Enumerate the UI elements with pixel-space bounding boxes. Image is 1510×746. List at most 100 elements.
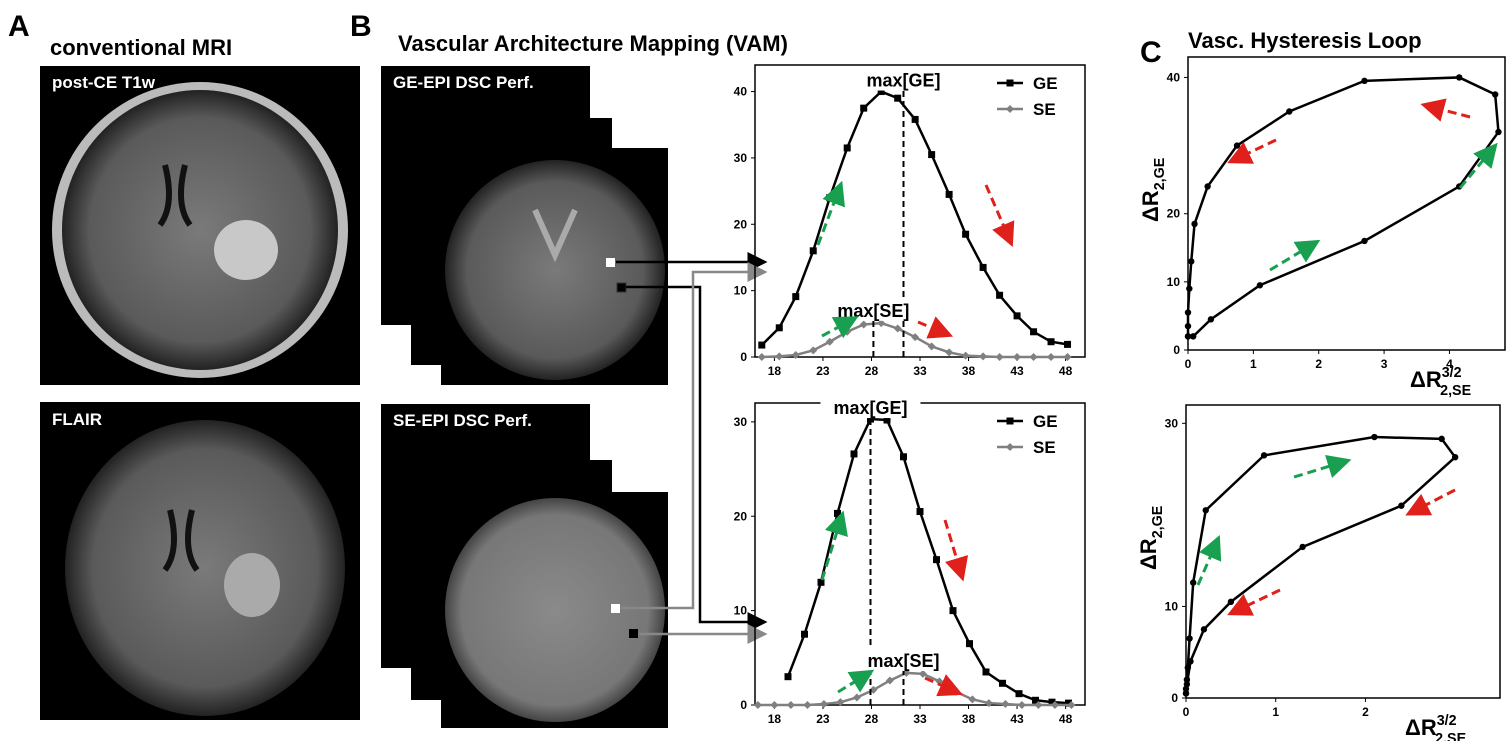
y-tick-label: 20 [734,509,748,523]
image-label: FLAIR [52,410,102,429]
marker [809,346,818,355]
marker [1204,183,1211,190]
y-tick-label: 10 [734,284,748,298]
y-tick-label: 20 [734,217,748,231]
marker [900,453,907,461]
marker [1184,664,1191,671]
y-tick-label: 10 [1167,275,1181,289]
marker [1438,435,1445,443]
image-label: post-CE T1w [52,73,156,92]
annotation-bg [853,68,954,91]
marker [982,668,990,676]
marker [1030,328,1038,336]
y-tick-label: 30 [734,415,748,429]
marker [1184,322,1192,330]
marker [1191,220,1198,228]
y-tick-label: 30 [734,151,748,165]
marker [877,319,886,328]
marker [911,333,920,342]
panel-label: A [8,10,30,43]
axis-label-part: 2,GE [1152,158,1168,191]
panel-title: Vasc. Hysteresis Loop [1188,28,1422,53]
legend-label: SE [1033,438,1056,457]
marker [1184,309,1192,316]
marker [984,699,993,708]
y-tick-label: 0 [1173,343,1180,357]
marker [784,673,792,681]
marker [817,578,825,586]
marker [1202,507,1209,514]
y-tick-label: 0 [740,350,747,364]
marker [877,88,885,96]
image-label: SE-EPI DSC Perf. [393,411,532,430]
marker [996,291,1004,299]
marker [1189,579,1197,586]
axis-label: ΔR3/2 2,SE [1405,713,1466,741]
marker [945,348,954,357]
marker [995,353,1004,361]
axis-label-part: ΔR [1410,367,1442,392]
marker [1047,338,1055,346]
x-tick-label: 48 [1059,712,1073,726]
y-tick-label: 40 [1167,70,1181,84]
panel-title: conventional MRI [50,35,232,60]
marker [1006,443,1014,451]
marker [1451,453,1459,461]
marker [1048,698,1056,706]
loop-line [1184,435,1457,694]
marker [834,509,841,517]
marker [1186,635,1193,642]
panel-label: C [1140,36,1162,69]
y-tick-label: 0 [740,698,747,712]
x-tick-label: 43 [1010,712,1024,726]
marker [1065,699,1072,707]
legend-label: GE [1033,412,1058,431]
marker [1361,77,1368,85]
marker [1013,353,1022,361]
marker [1200,626,1208,633]
image-label: GE-EPI DSC Perf. [393,73,534,92]
marker [1006,417,1014,425]
annotation-bg [820,396,921,419]
axis-label-part: 2,SE [1435,731,1466,741]
annotation: max[GE] [833,398,907,418]
marker [1299,543,1306,551]
y-tick-label: 10 [1165,599,1179,613]
x-tick-label: 23 [816,364,830,378]
marker [1182,690,1190,697]
x-tick-label: 0 [1185,357,1192,371]
marker [1029,353,1038,361]
axis-label-part: ΔR [1136,538,1161,570]
marker [775,324,783,332]
marker [979,263,987,271]
marker [966,640,973,648]
annotation-bg [853,648,954,671]
marker [770,701,779,709]
marker [999,679,1006,687]
marker [775,352,784,361]
legend-label: SE [1033,100,1056,119]
x-tick-label: 33 [913,364,927,378]
marker [885,676,894,685]
x-tick-label: 1 [1272,705,1279,719]
marker [949,607,957,615]
annotation: max[SE] [867,651,939,671]
marker [979,352,988,361]
marker [1183,676,1191,683]
marker [1187,658,1194,665]
marker [753,701,762,709]
marker [836,698,845,707]
loop-line [1186,76,1500,338]
axis-label-part: 3/2 [1437,713,1457,729]
mri-image [40,402,360,720]
marker [911,115,919,123]
marker [916,508,924,516]
axis-label-part: 2,GE [1150,506,1166,539]
x-tick-label: 28 [865,364,879,378]
marker [918,669,927,678]
marker [1001,700,1010,709]
connector [616,252,768,644]
marker [1227,598,1235,606]
x-tick-label: 38 [962,712,976,726]
x-tick-label: 2 [1362,705,1369,719]
